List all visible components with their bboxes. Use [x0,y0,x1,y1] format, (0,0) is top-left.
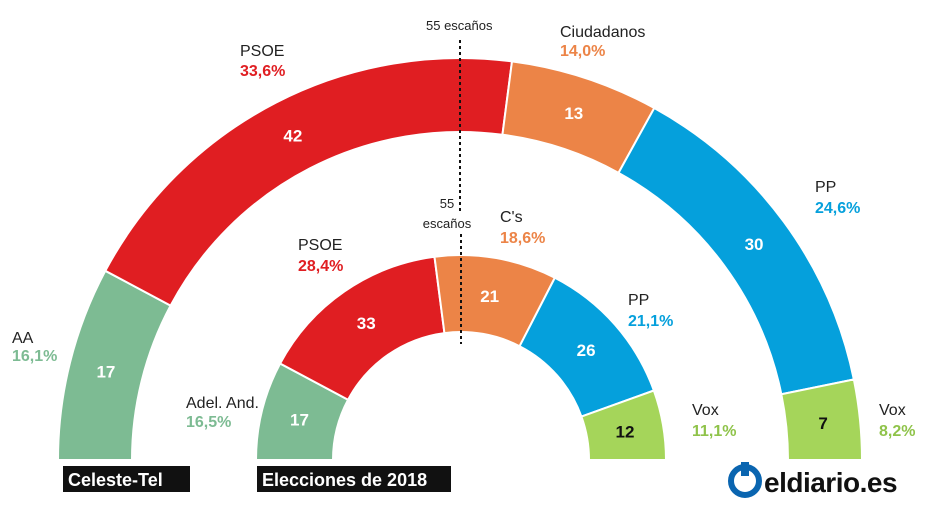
chart-title: Celeste-Tel [68,470,163,490]
party-percent-label: 8,2% [879,423,915,440]
brand-logo: eldiario.es [728,462,898,498]
party-name-label: AA [12,330,34,347]
party-percent-label: 28,4% [298,258,343,275]
majority-label: escaños [423,216,472,231]
party-percent-label: 33,6% [240,63,285,80]
party-name-label: PP [815,179,836,196]
seat-count-label: 7 [818,414,827,433]
seat-count-label: 33 [357,314,376,333]
brand-logo-icon-tick [741,462,749,476]
party-percent-label: 21,1% [628,313,673,330]
seat-count-label: 30 [745,235,764,254]
seat-segment-pp [617,106,856,396]
party-name-label: Ciudadanos [560,24,645,41]
seat-count-label: 13 [564,104,583,123]
majority-label: 55 escaños [426,18,493,33]
party-name-label: Vox [692,402,719,419]
party-name-label: C's [500,209,523,226]
party-percent-label: 14,0% [560,43,605,60]
chart-title-box [63,466,190,492]
seat-count-label: 17 [96,362,115,381]
seat-count-label: 17 [290,411,309,430]
chart-title-box [257,466,451,492]
party-percent-label: 16,1% [12,348,57,365]
seat-segment-vox [580,389,668,461]
majority-label: 55 [440,196,454,211]
seat-count-label: 21 [480,287,499,306]
party-percent-label: 18,6% [500,230,545,247]
seat-count-label: 12 [616,422,635,441]
hemicycle-labels-2: 55 escaños Adel. And. 16,5% PSOE 28,4% C's 18,6… [186,196,736,492]
seat-count-label: 26 [577,341,596,360]
party-percent-label: 16,5% [186,414,231,431]
party-percent-label: 11,1% [692,423,736,440]
seat-count-label: 42 [283,127,302,146]
party-name-label: PP [628,292,649,309]
brand-name: eldiario.es [764,467,897,498]
hemicycle-2: 17 33 21 26 12 [254,254,668,461]
party-name-label: Adel. And. [186,395,259,412]
party-name-label: Vox [879,402,906,419]
chart-title: Elecciones de 2018 [262,470,427,490]
party-name-label: PSOE [240,43,284,60]
seat-segment-vox [780,378,864,461]
party-name-label: PSOE [298,237,342,254]
hemicycle-1: 17 42 13 30 7 [56,57,864,461]
party-percent-label: 24,6% [815,200,860,217]
